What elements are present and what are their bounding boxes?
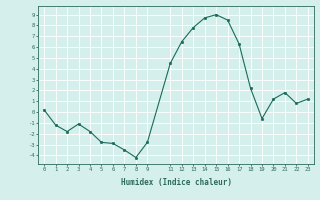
X-axis label: Humidex (Indice chaleur): Humidex (Indice chaleur) [121, 178, 231, 187]
